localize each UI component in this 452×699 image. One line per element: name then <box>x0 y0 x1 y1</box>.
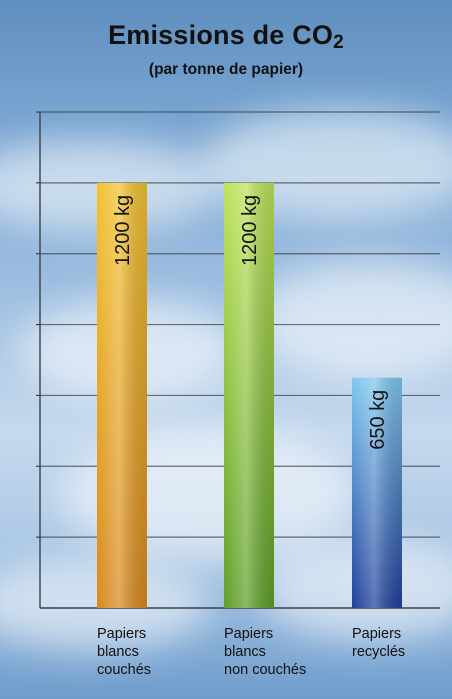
category-label-line: non couchés <box>224 662 307 678</box>
chart-title: Emissions de CO2 <box>108 20 344 53</box>
chart-title-subscript: 2 <box>333 32 344 53</box>
category-label: Papiers blancs non couchés <box>224 625 344 679</box>
category-label-line: Papiers <box>97 626 147 642</box>
bar-highlight <box>97 182 147 608</box>
category-label-line: blancs <box>224 644 266 660</box>
bar-value-label: 650 kg <box>367 390 389 450</box>
bar-highlight <box>224 182 274 608</box>
category-label: Papiers blancs couchés <box>97 625 217 679</box>
chart-subtitle: (par tonne de papier) <box>148 61 304 78</box>
bar-value-label: 1200 kg <box>112 195 134 266</box>
bar-value-label: 1200 kg <box>239 195 261 266</box>
bar-highlight <box>352 377 402 608</box>
category-label-line: blancs <box>97 644 139 660</box>
cloud-decoration <box>250 260 452 380</box>
category-label-line: Papiers <box>352 626 402 642</box>
category-label-line: couchés <box>97 662 152 678</box>
category-label: Papiers recyclés <box>352 625 452 661</box>
category-label-line: recyclés <box>352 644 406 660</box>
category-label-line: Papiers <box>224 626 274 642</box>
